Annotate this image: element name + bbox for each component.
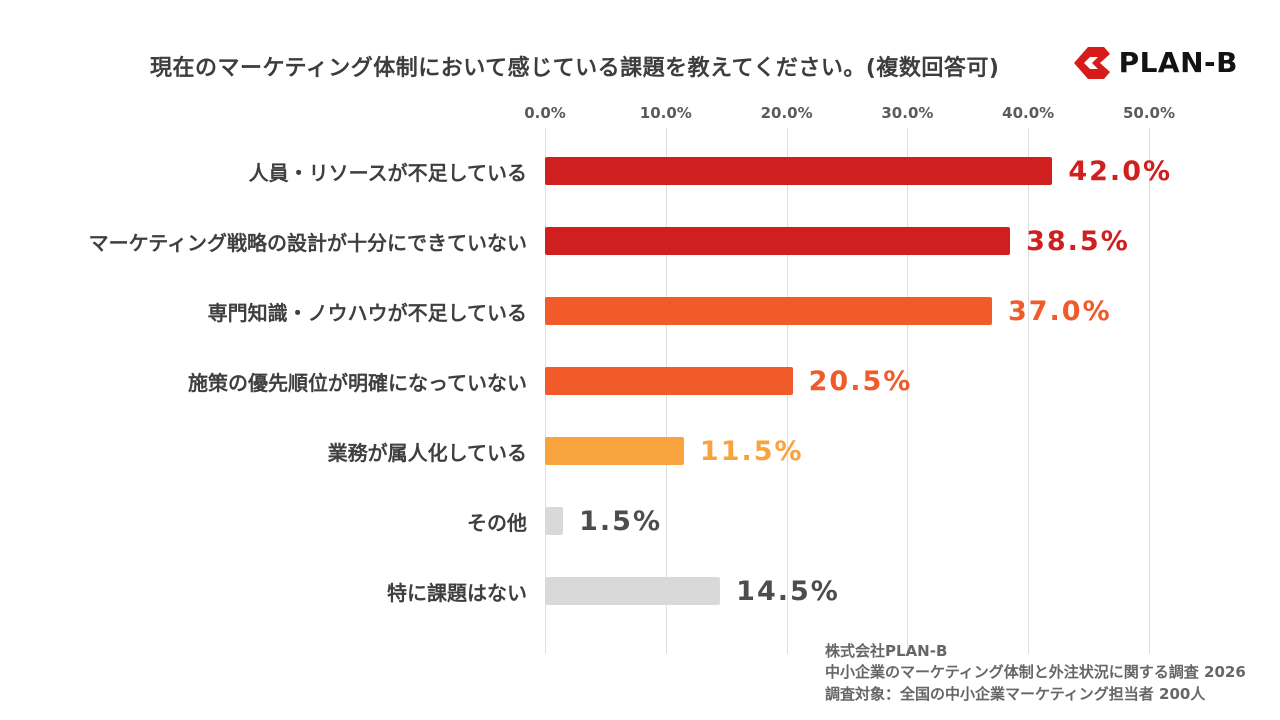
bar: [545, 577, 721, 605]
x-tick-label: 40.0%: [1002, 104, 1055, 122]
chart-row: その他 1.5%: [0, 486, 1280, 556]
chart-row: 人員・リソースが不足している 42.0%: [0, 136, 1280, 206]
category-label: その他: [467, 510, 527, 535]
bar: [545, 507, 564, 535]
bar-track: 1.5%: [545, 506, 1149, 537]
bar: [545, 437, 684, 465]
gridline: [1149, 128, 1150, 654]
bar-track: 11.5%: [545, 436, 1149, 467]
value-label: 20.5%: [808, 365, 913, 397]
x-tick-label: 20.0%: [760, 104, 813, 122]
source-survey: 中小企業のマーケティング体制と外注状況に関する調査 2026: [825, 663, 1246, 682]
source-note: 株式会社PLAN-B 中小企業のマーケティング体制と外注状況に関する調査 202…: [825, 641, 1246, 705]
category-label: 専門知識・ノウハウが不足している: [207, 300, 527, 325]
bar-track: 14.5%: [545, 576, 1149, 607]
value-label: 14.5%: [736, 575, 840, 607]
bar-track: 38.5%: [545, 226, 1149, 257]
x-tick-label: 10.0%: [639, 104, 692, 122]
chart-row: 専門知識・ノウハウが不足している 37.0%: [0, 276, 1280, 346]
chart-row: 特に課題はない 14.5%: [0, 556, 1280, 626]
bar: [545, 227, 1011, 255]
category-label: マーケティング戦略の設計が十分にできていない: [88, 230, 527, 255]
value-label: 38.5%: [1026, 225, 1130, 257]
chart-row: マーケティング戦略の設計が十分にできていない 38.5%: [0, 206, 1280, 276]
x-tick-label: 50.0%: [1122, 104, 1176, 122]
gridline: [907, 128, 909, 654]
chart-rows: 人員・リソースが不足している 42.0% マーケティング戦略の設計が十分にできていな…: [0, 136, 1280, 626]
value-label: 42.0%: [1068, 155, 1173, 187]
source-company: 株式会社PLAN-B: [825, 642, 948, 660]
x-tick-label: 0.0%: [524, 104, 566, 122]
value-label: 11.5%: [699, 435, 804, 467]
chart-row: 施策の優先順位が明確になっていない 20.5%: [0, 346, 1280, 416]
chart-title: 現在のマーケティング体制において感じている課題を教えてください。(複数回答可): [150, 56, 1000, 81]
chart-body: 人員・リソースが不足している 42.0% マーケティング戦略の設計が十分にできていな…: [0, 128, 1280, 654]
bar-track: 20.5%: [545, 366, 1149, 397]
bar-track: 37.0%: [545, 296, 1149, 327]
category-label: 施策の優先順位が明確になっていない: [188, 370, 527, 395]
bar-track: 42.0%: [545, 156, 1170, 187]
category-label: 特に課題はない: [387, 580, 527, 605]
value-label: 1.5%: [579, 505, 662, 537]
category-label: 業務が属人化している: [327, 440, 527, 465]
x-axis: 0.0% 10.0% 20.0% 30.0% 40.0% 50.0%: [524, 104, 1175, 126]
bar: [545, 157, 1053, 185]
source-target: 調査対象：全国の中小企業マーケティング担当者 200人: [825, 684, 1206, 703]
plan-b-logo-icon: [1073, 46, 1110, 79]
chart-row: 業務が属人化している 11.5%: [0, 416, 1280, 486]
x-tick-label: 30.0%: [881, 104, 934, 122]
gridline: [1028, 128, 1030, 654]
value-label: 37.0%: [1007, 295, 1112, 327]
plan-b-logo-text: PLAN-B: [1118, 46, 1238, 79]
bar: [545, 297, 992, 325]
category-label: 人員・リソースが不足している: [248, 160, 527, 185]
plan-b-logo: PLAN-B: [1073, 46, 1238, 79]
bar: [545, 367, 793, 395]
header: 現在のマーケティング体制において感じている課題を教えてください。(複数回答可) …: [0, 0, 1280, 82]
